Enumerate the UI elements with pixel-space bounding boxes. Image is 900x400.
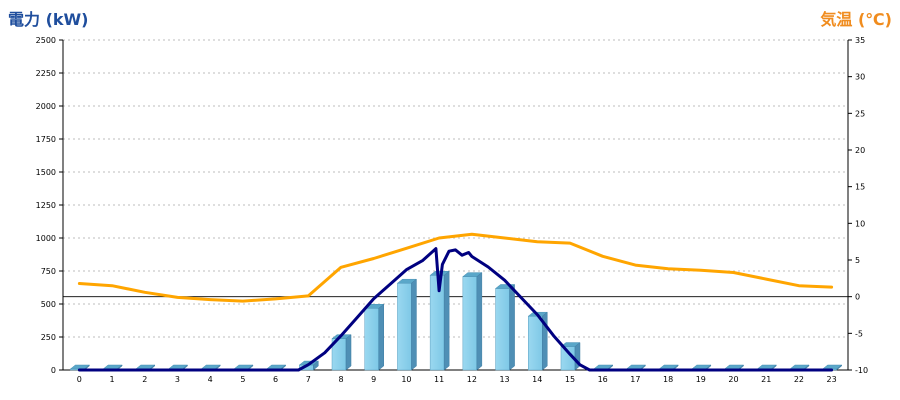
bar-side	[313, 360, 319, 371]
x-tick-label: 2	[142, 375, 147, 384]
left-tick-label: 0	[51, 366, 56, 375]
right-tick-label: 10	[855, 219, 865, 228]
left-tick-label: 250	[41, 333, 56, 342]
x-tick-label: 5	[240, 375, 245, 384]
x-tick-label: 0	[77, 375, 82, 384]
right-tick-label: -10	[855, 366, 868, 375]
x-tick-label: 9	[371, 375, 376, 384]
x-tick-label: 11	[434, 375, 444, 384]
bar	[462, 272, 483, 371]
x-tick-label: 6	[273, 375, 278, 384]
bar	[527, 311, 548, 371]
right-tick-label: 5	[855, 256, 860, 265]
right-tick-label: 0	[855, 293, 860, 302]
bar-side	[378, 303, 384, 371]
left-tick-label: 1000	[36, 234, 56, 243]
bar-front	[495, 288, 510, 371]
x-tick-label: 8	[338, 375, 343, 384]
left-tick-label: 2250	[36, 69, 56, 78]
bar	[331, 334, 352, 371]
right-tick-label: 25	[855, 109, 865, 118]
bar-side	[411, 278, 417, 371]
left-tick-label: 1250	[36, 201, 56, 210]
right-tick-label: 30	[855, 73, 865, 82]
x-tick-label: 23	[827, 375, 837, 384]
left-tick-label: 500	[41, 300, 56, 309]
right-axis-title: 気温 (℃)	[820, 10, 892, 29]
x-tick-label: 21	[761, 375, 771, 384]
x-tick-label: 16	[598, 375, 608, 384]
right-tick-label: 20	[855, 146, 865, 155]
bar	[625, 364, 647, 371]
right-tick-label: 15	[855, 183, 865, 192]
x-tick-label: 15	[565, 375, 575, 384]
x-tick-label: 22	[794, 375, 804, 384]
x-tick-label: 19	[696, 375, 706, 384]
x-tick-label: 18	[663, 375, 673, 384]
bar-front	[462, 276, 478, 371]
right-tick-label: 35	[855, 36, 865, 45]
x-tick-label: 4	[208, 375, 213, 384]
left-tick-label: 750	[41, 267, 56, 276]
bar-front	[364, 308, 379, 371]
left-tick-label: 2500	[36, 36, 56, 45]
x-tick-label: 17	[630, 375, 640, 384]
bar-side	[836, 364, 842, 371]
x-tick-label: 1	[110, 375, 115, 384]
x-tick-label: 3	[175, 375, 180, 384]
x-tick-label: 10	[401, 375, 411, 384]
x-tick-label: 14	[532, 375, 542, 384]
x-tick-label: 20	[728, 375, 738, 384]
bar	[494, 283, 516, 371]
bar-front	[429, 275, 445, 371]
left-tick-label: 1500	[36, 168, 56, 177]
left-tick-label: 2000	[36, 102, 56, 111]
bar-side	[345, 334, 352, 371]
left-tick-label: 1750	[36, 135, 56, 144]
x-tick-label: 7	[306, 375, 311, 384]
x-tick-label: 12	[467, 375, 477, 384]
bar	[396, 278, 418, 371]
bar-side	[509, 283, 515, 371]
bar-front	[397, 282, 412, 371]
x-tick-label: 13	[499, 375, 509, 384]
bar-side	[443, 270, 450, 371]
power-line	[77, 247, 834, 372]
bar	[364, 303, 385, 371]
right-tick-label: -5	[855, 329, 863, 338]
left-axis-title: 電力 (kW)	[8, 10, 89, 29]
temperature-line	[77, 232, 834, 303]
bar	[429, 270, 450, 371]
bar-side	[476, 272, 483, 371]
bar-front	[528, 315, 543, 371]
